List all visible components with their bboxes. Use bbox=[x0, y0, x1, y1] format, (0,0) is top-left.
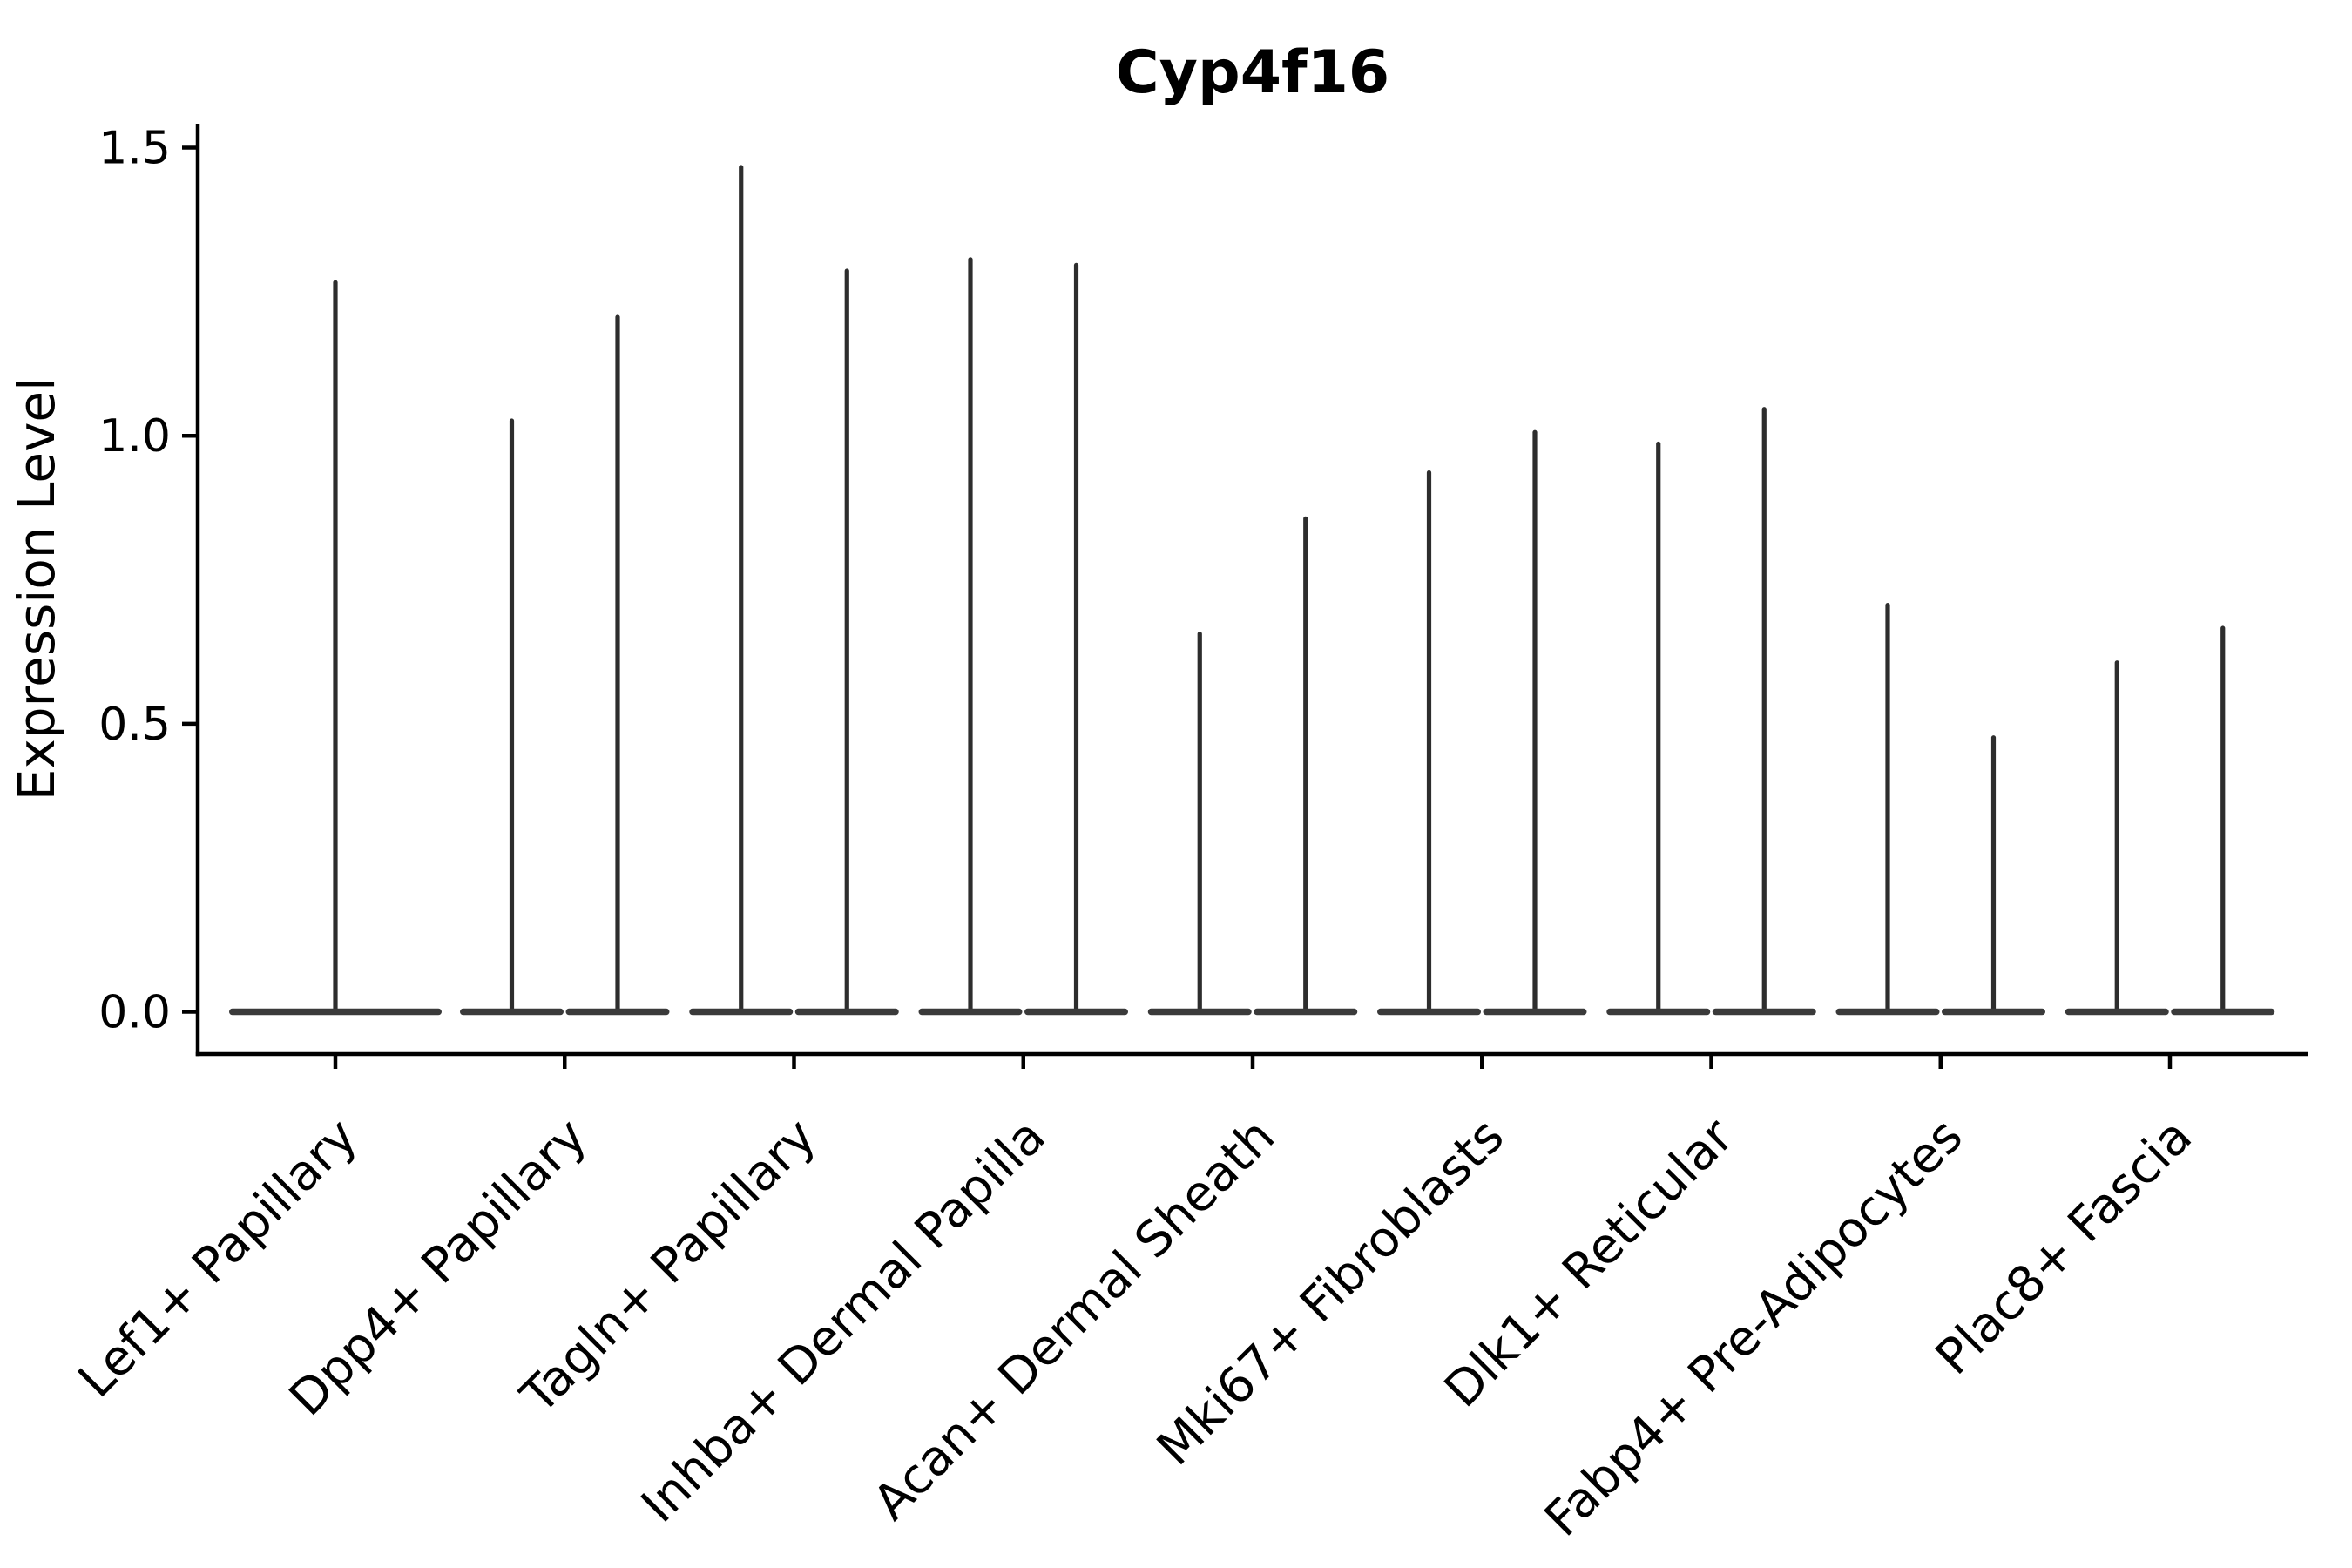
violin-needle bbox=[1303, 516, 1308, 1015]
violin-needle bbox=[509, 418, 515, 1015]
violin-base bbox=[1254, 1008, 1358, 1016]
violin-base bbox=[1483, 1008, 1587, 1016]
violin-base bbox=[794, 1008, 899, 1016]
violin-needle bbox=[968, 257, 973, 1015]
violin-needle bbox=[2220, 625, 2226, 1015]
violin-base bbox=[229, 1008, 442, 1016]
violin-needle bbox=[2114, 660, 2119, 1015]
violin-base bbox=[1147, 1008, 1252, 1016]
violin-base bbox=[1835, 1008, 1940, 1016]
x-tick-label: Inhba+ Dermal Papilla bbox=[631, 1108, 1057, 1534]
violin-needle bbox=[615, 314, 620, 1015]
y-tick-label: 0.0 bbox=[98, 987, 171, 1039]
violin-needle bbox=[1990, 735, 1997, 1015]
x-tick-label: Fabp4+ Pre-Adipocytes bbox=[1534, 1108, 1974, 1548]
violin-base bbox=[1606, 1008, 1711, 1016]
violin-needle bbox=[1073, 262, 1079, 1015]
violin-needle bbox=[333, 280, 338, 1015]
y-axis-label: Expression Level bbox=[7, 377, 66, 801]
chart-title: Cyp4f16 bbox=[1116, 38, 1389, 107]
violin-needle bbox=[844, 268, 849, 1015]
y-tick-label: 1.5 bbox=[98, 123, 171, 175]
violin-needle bbox=[1656, 441, 1661, 1015]
y-tick-label: 1.0 bbox=[98, 410, 171, 463]
violin-needle bbox=[1532, 429, 1538, 1015]
violin-base bbox=[1024, 1008, 1128, 1016]
violin-base bbox=[1377, 1008, 1481, 1016]
violin-needle bbox=[1885, 602, 1890, 1015]
violin-needle bbox=[1761, 407, 1767, 1015]
violin-base bbox=[2065, 1008, 2169, 1016]
violin-needle bbox=[739, 165, 744, 1015]
violin-base bbox=[565, 1008, 670, 1016]
violin-base bbox=[689, 1008, 794, 1016]
x-tick-label: Acan+ Dermal Sheath bbox=[862, 1108, 1286, 1531]
violin-base bbox=[460, 1008, 564, 1016]
violins-layer bbox=[229, 165, 2275, 1016]
y-tick-label: 0.5 bbox=[98, 699, 171, 751]
violin-needle bbox=[1426, 470, 1432, 1015]
violin-needle bbox=[1197, 632, 1202, 1015]
violin-base bbox=[1942, 1008, 2045, 1016]
violin-base bbox=[2171, 1008, 2275, 1016]
violin-base bbox=[1712, 1008, 1816, 1016]
violin-base bbox=[918, 1008, 1023, 1016]
